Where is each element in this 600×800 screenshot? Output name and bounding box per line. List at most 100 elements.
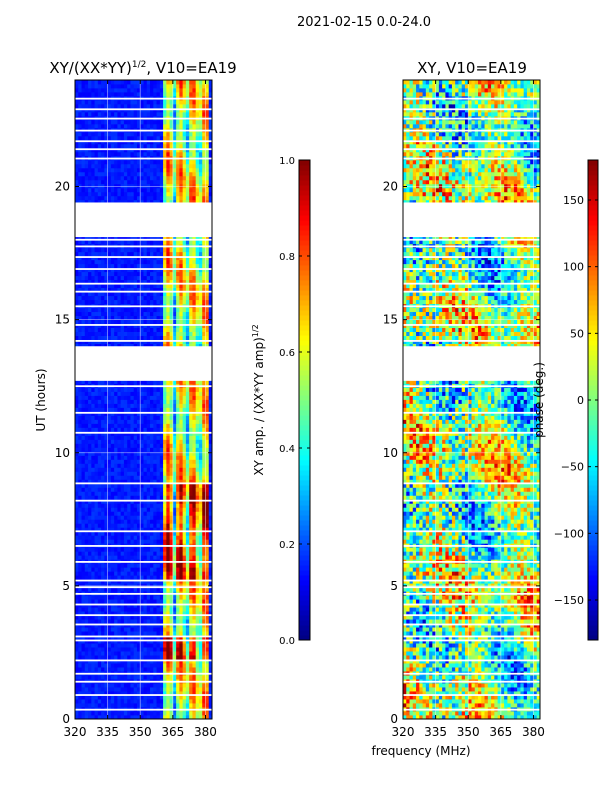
colorbar-segment (588, 320, 598, 326)
colorbar-segment (299, 275, 310, 281)
x-tick-label: 365 (489, 725, 512, 739)
colorbar-segment (588, 260, 598, 266)
colorbar-segment (588, 590, 598, 596)
colorbar-segment (299, 370, 310, 376)
colorbar-segment (588, 425, 598, 431)
colorbar-segment (588, 565, 598, 571)
y-tick-label: 10 (383, 446, 398, 460)
y-tick-label: 15 (383, 313, 398, 327)
colorbar-segment (299, 445, 310, 451)
x-tick-label: 350 (457, 725, 480, 739)
colorbar-tick-label: 0.0 (279, 636, 295, 647)
colorbar-segment (588, 160, 598, 166)
colorbar-tick-label: 0.2 (279, 540, 295, 551)
colorbar-segment (299, 270, 310, 276)
colorbar-segment (588, 575, 598, 581)
colorbar-segment (299, 305, 310, 311)
colorbar-segment (299, 590, 310, 596)
colorbar-segment (299, 355, 310, 361)
colorbar-segment (588, 490, 598, 496)
colorbar-segment (588, 475, 598, 481)
colorbar-segment (588, 525, 598, 531)
colorbar-segment (299, 530, 310, 536)
colorbar-segment (299, 460, 310, 466)
colorbar-segment (588, 280, 598, 286)
colorbar-segment (299, 350, 310, 356)
colorbar-segment (588, 480, 598, 486)
colorbar-segment (588, 400, 598, 406)
colorbar-segment (588, 580, 598, 586)
colorbar-segment (588, 360, 598, 366)
amplitude-panel-title: XY/(XX*YY)1/2, V10=EA19 (49, 59, 236, 77)
colorbar-segment (299, 250, 310, 256)
colorbar-segment (299, 390, 310, 396)
colorbar-segment (588, 560, 598, 566)
y-tick-label: 20 (383, 180, 398, 194)
colorbar-segment (299, 160, 310, 166)
colorbar-segment (299, 455, 310, 461)
y-tick-label: 20 (55, 180, 70, 194)
amplitude-heatmap (75, 80, 213, 720)
colorbar-segment (588, 165, 598, 171)
colorbar-segment (299, 490, 310, 496)
colorbar-segment (299, 485, 310, 491)
colorbar-segment (299, 320, 310, 326)
colorbar-tick-label: −50 (561, 461, 584, 474)
colorbar-segment (588, 190, 598, 196)
colorbar-segment (588, 300, 598, 306)
colorbar-segment (299, 395, 310, 401)
colorbar-segment (299, 630, 310, 636)
colorbar-segment (588, 540, 598, 546)
colorbar-segment (588, 545, 598, 551)
x-tick-label: 335 (424, 725, 447, 739)
x-tick-label: 320 (392, 725, 415, 739)
colorbar-segment (299, 230, 310, 236)
colorbar-segment (588, 420, 598, 426)
colorbar-segment (299, 415, 310, 421)
colorbar-segment (299, 535, 310, 541)
colorbar-segment (299, 170, 310, 176)
colorbar-segment (299, 620, 310, 626)
colorbar-segment (588, 230, 598, 236)
axes-frame (402, 79, 541, 720)
colorbar-tick-label: 150 (563, 194, 584, 207)
colorbar-segment (588, 530, 598, 536)
colorbar-segment (588, 210, 598, 216)
colorbar-tick-label: 0.4 (279, 444, 295, 455)
colorbar-segment (299, 570, 310, 576)
y-tick-label: 5 (62, 579, 70, 593)
colorbar-segment (299, 580, 310, 586)
colorbar-segment (299, 450, 310, 456)
colorbar-tick-label: 0 (577, 394, 584, 407)
colorbar-segment (588, 450, 598, 456)
colorbar-segment (588, 345, 598, 351)
x-tick-label: 320 (64, 725, 87, 739)
colorbar-segment (299, 340, 310, 346)
colorbar-segment (588, 265, 598, 271)
colorbar-segment (588, 340, 598, 346)
colorbar-segment (588, 285, 598, 291)
colorbar-segment (299, 400, 310, 406)
colorbar-segment (299, 510, 310, 516)
colorbar-segment (588, 550, 598, 556)
colorbar-segment (299, 550, 310, 556)
colorbar-segment (299, 345, 310, 351)
colorbar-segment (299, 585, 310, 591)
colorbar-segment (588, 365, 598, 371)
colorbar-segment (588, 240, 598, 246)
colorbar-segment (299, 360, 310, 366)
colorbar-segment (299, 210, 310, 216)
colorbar-segment (299, 180, 310, 186)
colorbar-segment (588, 385, 598, 391)
colorbar-segment (299, 215, 310, 221)
colorbar-segment (299, 435, 310, 441)
colorbar-segment (299, 300, 310, 306)
colorbar-segment (588, 600, 598, 606)
colorbar-segment (299, 385, 310, 391)
colorbar-segment (588, 630, 598, 636)
colorbar-segment (588, 180, 598, 186)
colorbar-segment (588, 555, 598, 561)
colorbar-segment (588, 595, 598, 601)
amplitude-y-axis-label: UT (hours) (34, 368, 48, 431)
